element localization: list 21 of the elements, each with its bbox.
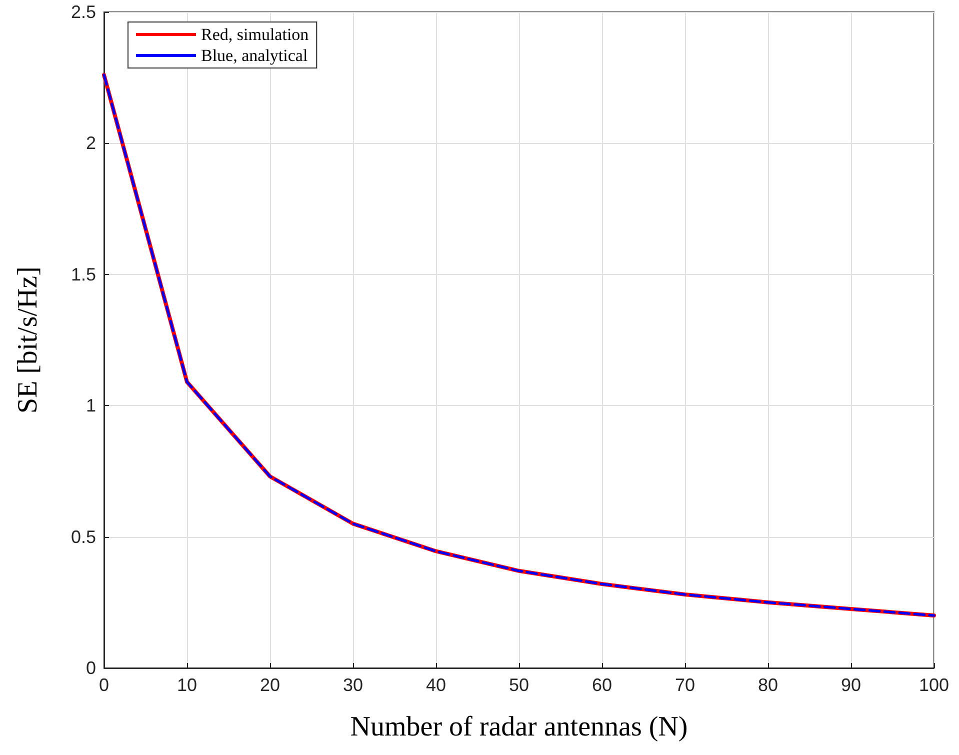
x-tick-label: 10 <box>176 675 198 695</box>
x-tick-label: 100 <box>918 675 950 695</box>
x-tick-label: 70 <box>674 675 696 695</box>
y-tick-label: 1 <box>86 396 96 416</box>
y-axis-title: SE [bit/s/Hz] <box>12 266 44 414</box>
x-tick-label: 40 <box>426 675 446 695</box>
x-tick-label: 20 <box>260 675 280 695</box>
x-tick-label: 90 <box>840 675 862 695</box>
x-tick-label: 60 <box>592 675 612 695</box>
y-tick-label: 2 <box>86 133 96 154</box>
y-tick-label: 2.5 <box>70 2 96 22</box>
legend-label: Blue, analytical <box>201 46 308 65</box>
y-tick-label: 0.5 <box>70 526 96 547</box>
y-tick-label: 1.5 <box>70 264 96 284</box>
x-tick-label: 0 <box>98 675 110 695</box>
x-tick-label: 50 <box>508 675 530 695</box>
x-axis-title: Number of radar antennas (N) <box>350 712 688 742</box>
y-tick-label: 0 <box>86 658 96 678</box>
x-tick-label: 30 <box>342 675 364 695</box>
x-tick-label: 80 <box>758 675 778 695</box>
legend-label: Red, simulation <box>201 25 310 44</box>
